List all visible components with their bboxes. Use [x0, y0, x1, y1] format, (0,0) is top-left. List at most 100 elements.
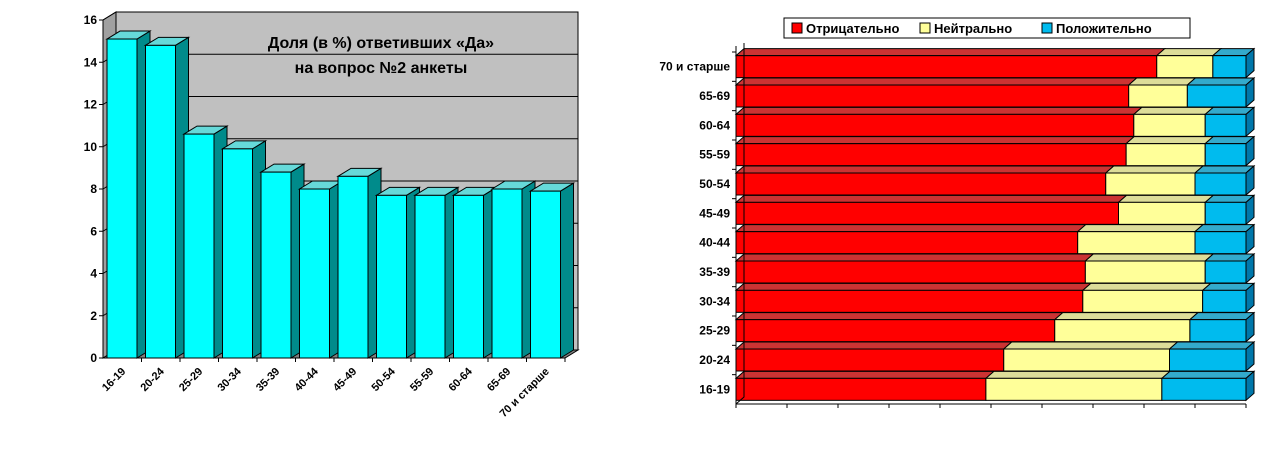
y-tick-label: 65-69 [699, 89, 730, 103]
segment-top [734, 194, 1128, 203]
segment [1204, 201, 1247, 225]
stacked-bar-row [734, 340, 1256, 373]
segment [735, 113, 1135, 137]
segment [1189, 319, 1247, 343]
segment [735, 319, 1056, 343]
y-tick-label: 8 [90, 182, 97, 196]
bar [299, 188, 330, 359]
segment [735, 377, 987, 401]
legend-label: Нейтрально [934, 21, 1012, 36]
bar-group [413, 186, 460, 359]
segment-top [984, 370, 1172, 379]
segment [1204, 260, 1247, 284]
bar [414, 194, 446, 359]
segment [1003, 348, 1170, 372]
bar-end-side [1245, 340, 1255, 373]
x-tick-label: 40-44 [292, 365, 321, 394]
segment-top [734, 341, 1014, 350]
stacked-bars [734, 47, 1256, 402]
x-tick-label: 65-69 [485, 366, 513, 394]
y-tick-label: 20-24 [699, 353, 730, 367]
segment-top [1155, 48, 1223, 57]
bar-side [560, 182, 574, 359]
segment [1169, 348, 1247, 372]
y-tick-label: 2 [90, 309, 97, 323]
stacked-bar-row [734, 252, 1256, 285]
segment [1082, 289, 1204, 313]
segment [1161, 377, 1247, 401]
bar [453, 194, 484, 359]
bar [491, 188, 523, 359]
bar [260, 171, 292, 359]
bar-group [182, 125, 229, 359]
bar-end-side [1245, 252, 1255, 285]
segment [1194, 172, 1247, 196]
bar [145, 44, 176, 359]
segment-top [1193, 224, 1256, 233]
bar-group [336, 167, 383, 359]
stacked-bar-row [734, 106, 1256, 138]
segment-top [734, 165, 1116, 174]
bar-group [528, 182, 576, 359]
segment [1125, 143, 1206, 167]
y-tick-label: 40-44 [699, 236, 730, 250]
segment-top [1104, 165, 1205, 174]
segment [735, 84, 1130, 108]
stacked-bar-row [734, 370, 1256, 402]
bar-end-side [1245, 106, 1255, 138]
segment-top [1002, 341, 1179, 350]
y-tick-label: 60-64 [699, 118, 730, 132]
segment [1202, 289, 1247, 313]
segment-top [1053, 312, 1200, 321]
bar-chart-yes-share: 0 2 4 6 8 10 12 14 16 Доля (в %) ответивших «Да»… [84, 11, 580, 420]
segment-top [1168, 341, 1256, 350]
y-tick-label: 6 [90, 224, 97, 238]
segment-top [1160, 370, 1256, 379]
bar [530, 190, 561, 359]
gridline [102, 11, 578, 21]
stacked-bar-row [734, 47, 1256, 79]
x-tick-label: 50-54 [369, 365, 398, 394]
segment-top [734, 224, 1088, 233]
x-tick-label: 20-24 [138, 365, 167, 394]
segment-top [1201, 282, 1256, 291]
y-tick-label: 12 [84, 98, 98, 112]
segment [735, 201, 1119, 225]
segment [1156, 55, 1214, 79]
stacked-bar-row [734, 311, 1256, 343]
segment [735, 55, 1158, 79]
segment [1186, 84, 1247, 108]
segment-top [1084, 253, 1215, 262]
segment [1118, 201, 1206, 225]
chart-title: Доля (в %) ответивших «Да» на вопрос №2 … [268, 35, 494, 77]
legend-swatch [919, 22, 931, 34]
legend-swatch [791, 22, 803, 34]
y-tick-label: 10 [84, 140, 98, 154]
y-tick-label: 0 [90, 351, 97, 365]
y-tick-label: 45-49 [699, 206, 730, 220]
y-tick-label: 30-34 [699, 294, 730, 308]
legend-label: Отрицательно [806, 21, 899, 36]
bar-group [220, 139, 268, 359]
x-tick-label: 35-39 [254, 366, 282, 394]
segment [1204, 143, 1247, 167]
segment [1194, 231, 1247, 255]
segment [735, 289, 1084, 313]
segment [735, 231, 1079, 255]
x-tick-label: 55-59 [408, 366, 436, 394]
bar-end-side [1245, 223, 1255, 255]
y-tick-label: 50-54 [699, 177, 730, 191]
chart-title-line-1: Доля (в %) ответивших «Да» [268, 35, 494, 52]
segment-top [1076, 224, 1205, 233]
segment-top [1081, 282, 1212, 291]
y-axis: 0 2 4 6 8 10 12 14 16 [84, 13, 104, 365]
stacked-bar-row [734, 76, 1256, 109]
axes: 70 и старше 65-69 60-64 55-59 50-54 45-49 40-4… [659, 43, 1247, 408]
segment [1133, 113, 1206, 137]
legend-box [783, 17, 1191, 39]
stacked-bar-row [734, 194, 1256, 226]
segment [735, 260, 1086, 284]
bar-end-side [1245, 311, 1255, 343]
stacked-bar-chart-attitude: Отрицательно Нейтрально Положительно 70 и … [659, 17, 1256, 408]
segment [735, 348, 1005, 372]
